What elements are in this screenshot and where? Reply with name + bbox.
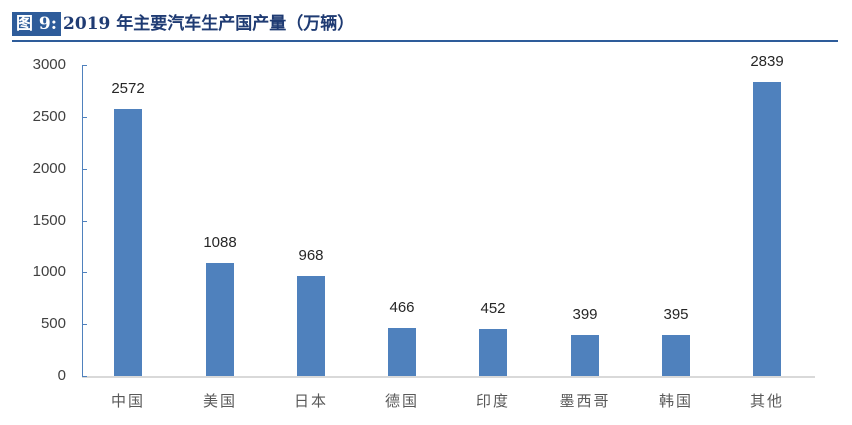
y-tick-mark (82, 168, 87, 170)
value-label: 1088 (203, 234, 237, 252)
figure-title: 图 9: 2019 年主要汽车生产国产量（万辆） (12, 12, 354, 36)
y-tick-mark (82, 220, 87, 222)
x-category-label: 墨西哥 (559, 393, 611, 410)
x-category-label: 韩国 (658, 393, 693, 410)
y-tick-mark (82, 65, 87, 66)
y-tick-label: 0 (57, 367, 66, 384)
y-tick-label: 500 (40, 315, 66, 333)
bar-3 (388, 327, 416, 376)
title-divider (12, 40, 838, 42)
value-label: 2572 (111, 80, 145, 98)
value-label: 395 (663, 306, 689, 324)
y-tick-label: 2500 (32, 107, 66, 125)
figure-title-text: 2019 年主要汽车生产国产量（万辆） (63, 14, 355, 34)
y-tick-mark (82, 116, 87, 118)
value-label: 968 (298, 246, 324, 264)
bar-1 (206, 263, 234, 376)
bar-0 (114, 109, 142, 376)
bar-5 (571, 334, 599, 376)
x-category-label: 印度 (475, 393, 510, 410)
y-tick-label: 2000 (32, 159, 66, 177)
value-label: 466 (389, 298, 415, 316)
value-label: 399 (572, 305, 598, 323)
y-tick-mark (82, 272, 87, 274)
value-label: 2839 (750, 52, 784, 70)
y-tick-label: 1000 (32, 263, 66, 281)
bar-7 (753, 81, 781, 376)
x-category-label: 美国 (202, 393, 237, 410)
y-tick-mark (82, 376, 87, 377)
bar-6 (662, 335, 690, 376)
figure-number-tag: 图 9: (12, 12, 62, 36)
x-category-label: 中国 (110, 393, 145, 410)
x-category-label: 德国 (384, 393, 419, 410)
x-category-label: 其他 (749, 393, 784, 410)
y-tick-mark (82, 324, 87, 326)
x-axis (82, 376, 815, 378)
value-label: 452 (480, 300, 506, 318)
bar-4 (479, 329, 507, 376)
bar-2 (297, 275, 325, 376)
y-tick-label: 3000 (32, 56, 66, 73)
x-category-label: 日本 (293, 393, 328, 410)
y-tick-label: 1500 (32, 211, 66, 229)
